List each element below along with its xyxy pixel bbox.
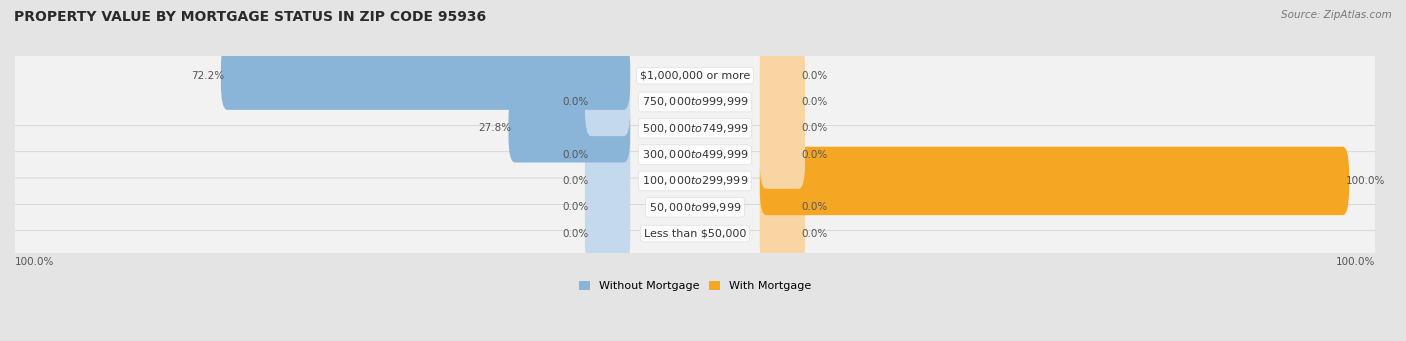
Text: 0.0%: 0.0% <box>562 97 588 107</box>
FancyBboxPatch shape <box>759 199 806 268</box>
FancyBboxPatch shape <box>509 94 630 163</box>
Legend: Without Mortgage, With Mortgage: Without Mortgage, With Mortgage <box>579 281 811 291</box>
FancyBboxPatch shape <box>585 199 630 268</box>
Text: $50,000 to $99,999: $50,000 to $99,999 <box>648 201 741 214</box>
Text: PROPERTY VALUE BY MORTGAGE STATUS IN ZIP CODE 95936: PROPERTY VALUE BY MORTGAGE STATUS IN ZIP… <box>14 10 486 24</box>
Text: $1,000,000 or more: $1,000,000 or more <box>640 71 751 81</box>
FancyBboxPatch shape <box>759 147 1350 215</box>
Text: $100,000 to $299,999: $100,000 to $299,999 <box>641 175 748 188</box>
FancyBboxPatch shape <box>759 68 806 136</box>
FancyBboxPatch shape <box>6 105 1385 204</box>
Text: 100.0%: 100.0% <box>1346 176 1385 186</box>
FancyBboxPatch shape <box>759 94 806 163</box>
FancyBboxPatch shape <box>585 173 630 241</box>
Text: 0.0%: 0.0% <box>801 228 828 239</box>
FancyBboxPatch shape <box>585 68 630 136</box>
Text: 0.0%: 0.0% <box>562 150 588 160</box>
Text: $750,000 to $999,999: $750,000 to $999,999 <box>641 95 748 108</box>
FancyBboxPatch shape <box>6 78 1385 178</box>
Text: 100.0%: 100.0% <box>1336 257 1375 267</box>
Text: $300,000 to $499,999: $300,000 to $499,999 <box>641 148 748 161</box>
FancyBboxPatch shape <box>6 158 1385 257</box>
FancyBboxPatch shape <box>759 120 806 189</box>
Text: 27.8%: 27.8% <box>478 123 512 133</box>
FancyBboxPatch shape <box>759 42 806 110</box>
Text: 0.0%: 0.0% <box>801 150 828 160</box>
Text: 0.0%: 0.0% <box>801 123 828 133</box>
FancyBboxPatch shape <box>6 26 1385 125</box>
Text: 0.0%: 0.0% <box>801 71 828 81</box>
Text: 0.0%: 0.0% <box>562 228 588 239</box>
Text: 0.0%: 0.0% <box>562 202 588 212</box>
FancyBboxPatch shape <box>759 173 806 241</box>
Text: 0.0%: 0.0% <box>801 202 828 212</box>
FancyBboxPatch shape <box>6 131 1385 231</box>
FancyBboxPatch shape <box>6 184 1385 283</box>
FancyBboxPatch shape <box>221 42 630 110</box>
Text: $500,000 to $749,999: $500,000 to $749,999 <box>641 122 748 135</box>
Text: 100.0%: 100.0% <box>15 257 55 267</box>
FancyBboxPatch shape <box>6 52 1385 152</box>
FancyBboxPatch shape <box>585 120 630 189</box>
FancyBboxPatch shape <box>585 147 630 215</box>
Text: 72.2%: 72.2% <box>191 71 224 81</box>
Text: 0.0%: 0.0% <box>562 176 588 186</box>
Text: Source: ZipAtlas.com: Source: ZipAtlas.com <box>1281 10 1392 20</box>
Text: 0.0%: 0.0% <box>801 97 828 107</box>
Text: Less than $50,000: Less than $50,000 <box>644 228 747 239</box>
